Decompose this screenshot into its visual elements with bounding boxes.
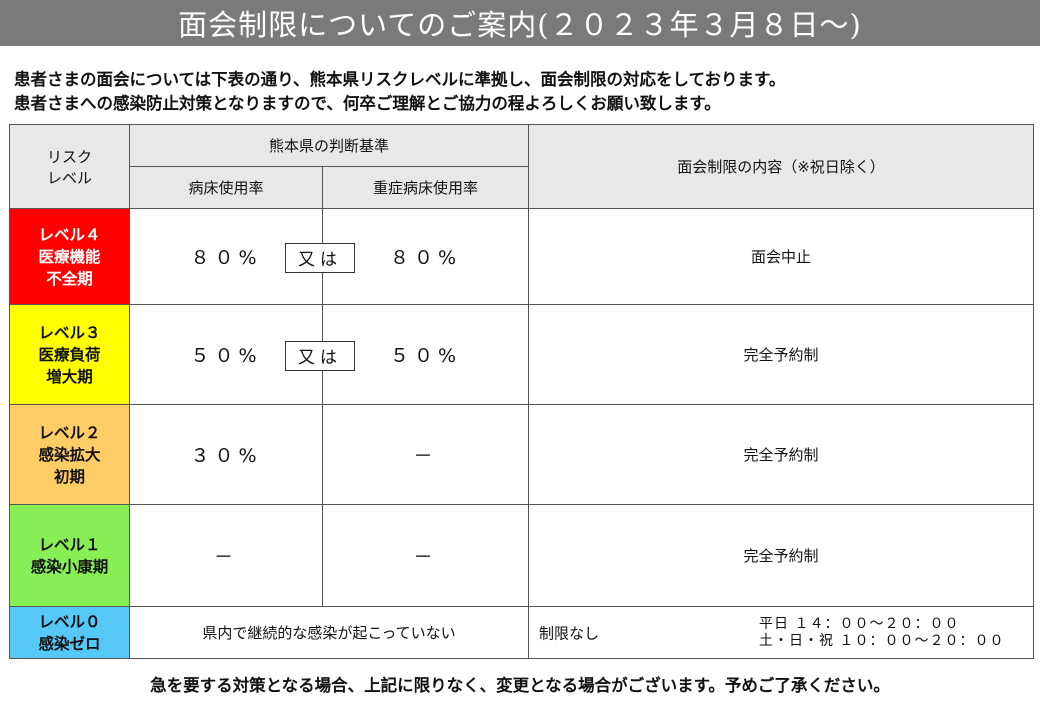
restriction-cell: 完全予約制: [528, 504, 1035, 607]
no-restriction-label: 制限なし: [539, 624, 600, 642]
level-desc: 初期: [53, 467, 85, 486]
or-badge: 又は: [285, 340, 355, 371]
restriction-cell: 完全予約制: [528, 304, 1035, 405]
restriction-cell: 完全予約制: [528, 404, 1035, 505]
severe-rate-cell: 又は ８０%: [285, 208, 530, 305]
bed-rate-cell: －: [129, 504, 323, 607]
level-cell: レベル２ 感染拡大 初期: [9, 404, 130, 505]
level-label: レベル１: [38, 535, 101, 554]
table-row-level-4: レベル４ 医療機能 不全期 ８０% 又は ８０% 面会中止: [9, 208, 1035, 305]
table-row-level-3: レベル３ 医療負荷 増大期 ５０% 又は ５０% 完全予約制: [9, 304, 1035, 405]
severe-rate-cell: －: [321, 404, 530, 505]
header-criteria: 熊本県の判断基準: [128, 124, 530, 167]
hours-weekday: 平日 １４：００～２０：００: [759, 615, 960, 632]
header-severe-bed-rate: 重症病床使用率: [321, 166, 530, 209]
severe-rate-cell: －: [321, 504, 530, 607]
intro-text: 患者さまの面会については下表の通り、熊本県リスクレベルに準拠し、面会制限の対応を…: [14, 68, 1030, 116]
hours-weekend: 土・日・祝 １０：００～２０：００: [759, 632, 1005, 649]
intro-line-1: 患者さまの面会については下表の通り、熊本県リスクレベルに準拠し、面会制限の対応を…: [14, 70, 786, 89]
level-label: レベル２: [38, 423, 101, 442]
table-row-level-1: レベル１ 感染小康期 － － 完全予約制: [9, 504, 1035, 607]
header-risk-level: リスク レベル: [9, 124, 130, 209]
severe-rate-cell: 又は ５０%: [285, 304, 530, 405]
level-desc: 不全期: [46, 269, 93, 288]
intro-line-2: 患者さまへの感染防止対策となりますので、何卒ご理解とご協力の程よろしくお願い致し…: [14, 94, 721, 113]
severe-rate-value: ８０%: [389, 247, 462, 269]
table-row-level-2: レベル２ 感染拡大 初期 ３０% － 完全予約制: [9, 404, 1035, 505]
level-desc: 医療機能: [38, 247, 101, 266]
table-row-level-0: レベル０ 感染ゼロ 県内で継続的な感染が起こっていない 制限なし 平日 １４：０…: [9, 606, 1035, 659]
header-risk-line2: レベル: [46, 168, 92, 187]
level-cell: レベル３ 医療負荷 増大期: [9, 304, 130, 405]
header-restriction: 面会制限の内容（※祝日除く）: [528, 124, 1035, 209]
criteria-merged-cell: 県内で継続的な感染が起こっていない: [128, 606, 530, 659]
level-desc: 医療負荷: [38, 345, 101, 364]
bed-rate-cell: ３０%: [129, 404, 323, 505]
severe-rate-value: ５０%: [389, 345, 462, 367]
level-desc: 感染小康期: [30, 557, 109, 576]
header-risk-line1: リスク: [46, 147, 92, 166]
level-desc: 増大期: [46, 367, 93, 386]
or-badge: 又は: [285, 242, 355, 273]
level-label: レベル３: [38, 323, 101, 342]
level-desc: 感染ゼロ: [38, 634, 101, 653]
level-cell: レベル１ 感染小康期: [9, 504, 130, 607]
page-title: 面会制限についてのご案内(２０２３年３月８日～): [178, 8, 862, 42]
level-cell: レベル４ 医療機能 不全期: [9, 208, 130, 305]
restriction-cell: 面会中止: [528, 208, 1035, 305]
restriction-content: 制限なし 平日 １４：００～２０：００ 土・日・祝 １０：００～２０：００: [529, 607, 1033, 658]
level-label: レベル０: [38, 612, 101, 631]
restriction-table: リスク レベル 熊本県の判断基準 面会制限の内容（※祝日除く） 病床使用率 重症…: [9, 124, 1035, 659]
title-bar: 面会制限についてのご案内(２０２３年３月８日～): [0, 0, 1040, 46]
level-cell: レベル０ 感染ゼロ: [9, 606, 130, 659]
header-bed-rate: 病床使用率: [129, 166, 323, 209]
visiting-hours: 平日 １４：００～２０：００ 土・日・祝 １０：００～２０：００: [759, 616, 1004, 650]
level-label: レベル４: [38, 225, 101, 244]
footer-notice: 急を要する対策となる場合、上記に限りなく、変更となる場合がございます。予めご了承…: [150, 676, 890, 695]
restriction-cell: 制限なし 平日 １４：００～２０：００ 土・日・祝 １０：００～２０：００: [528, 606, 1035, 659]
level-desc: 感染拡大: [38, 445, 101, 464]
